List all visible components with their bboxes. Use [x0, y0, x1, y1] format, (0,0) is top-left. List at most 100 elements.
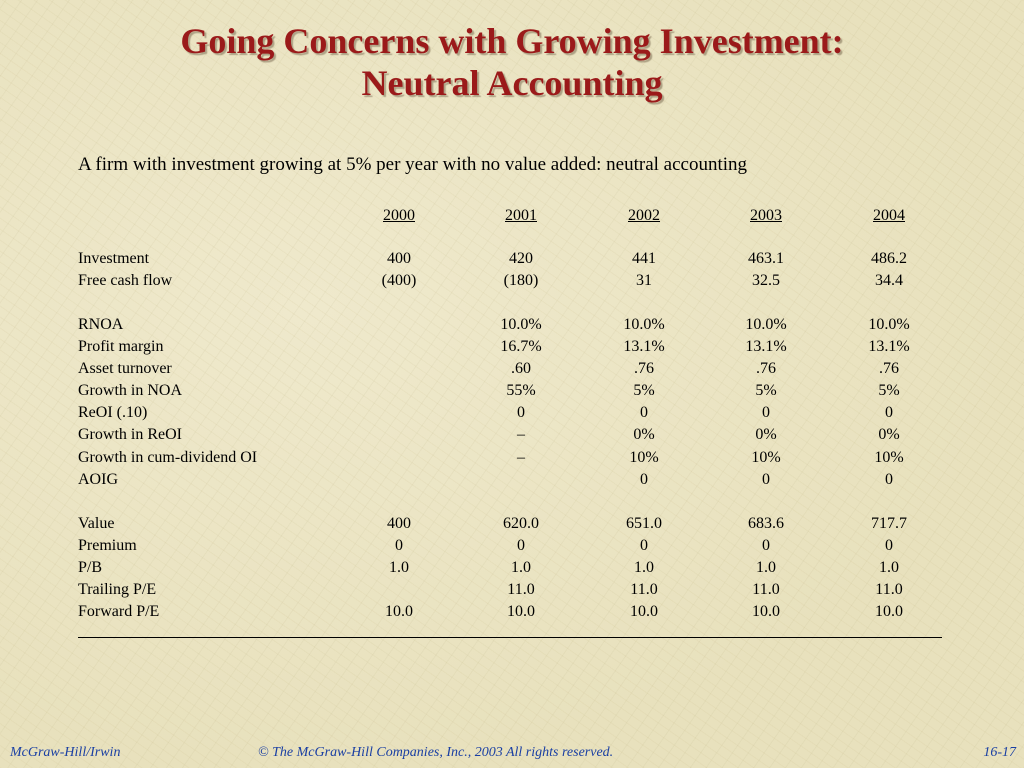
slide-title-line-2: Neutral Accounting — [361, 63, 663, 103]
year-header: 2000 — [383, 207, 415, 224]
footer-copyright: © The McGraw-Hill Companies, Inc., 2003 … — [258, 745, 614, 760]
table-row: Forward P/E 10.0 10.0 10.0 10.0 10.0 — [0, 603, 1024, 625]
table-cell: 0% — [633, 426, 655, 443]
table-cell: 10% — [629, 449, 659, 466]
table-row: ReOI (.10) 0 0 0 0 — [0, 404, 1024, 426]
table-cell: 0 — [395, 537, 403, 554]
footer-publisher: McGraw-Hill/Irwin — [10, 745, 121, 760]
row-label: ReOI (.10) — [78, 404, 148, 421]
row-label: RNOA — [78, 316, 124, 333]
row-label: Growth in cum-dividend OI — [78, 449, 258, 466]
table-cell: 5% — [633, 382, 655, 399]
table-row: Growth in NOA 55% 5% 5% 5% — [0, 382, 1024, 404]
table-cell: 0 — [517, 537, 525, 554]
table-row: Value 400 620.0 651.0 683.6 717.7 — [0, 515, 1024, 537]
table-row: Asset turnover .60 .76 .76 .76 — [0, 360, 1024, 382]
table-row: AOIG 0 0 0 — [0, 471, 1024, 493]
table-cell: (400) — [381, 272, 417, 289]
table-cell: 34.4 — [875, 272, 903, 289]
table-cell: 420 — [509, 250, 533, 267]
slide-title-line-1: Going Concerns with Growing Investment: — [180, 21, 844, 61]
row-label: Profit margin — [78, 338, 164, 355]
table-cell: 1.0 — [634, 559, 654, 576]
table-cell: – — [517, 426, 525, 443]
table-cell: 0 — [640, 404, 648, 421]
table-cell: 683.6 — [748, 515, 784, 532]
footer-slide-number: 16-17 — [983, 745, 1016, 760]
table-header-row: 2000 2001 2002 2003 2004 — [0, 207, 1024, 229]
table-cell: 0 — [517, 404, 525, 421]
table-cell: 10.0% — [500, 316, 542, 333]
row-label: Value — [78, 515, 115, 532]
row-label: Growth in ReOI — [78, 426, 182, 443]
table-cell: .60 — [511, 360, 531, 377]
table-cell: 31 — [636, 272, 652, 289]
table-cell: 16.7% — [500, 338, 542, 355]
row-label: Asset turnover — [78, 360, 172, 377]
table-cell: 5% — [878, 382, 900, 399]
table-cell: 717.7 — [871, 515, 907, 532]
table-cell: 10% — [751, 449, 781, 466]
table-cell: 0% — [755, 426, 777, 443]
table-cell: 10.0% — [868, 316, 910, 333]
table-cell: 1.0 — [511, 559, 531, 576]
table-cell: 441 — [632, 250, 656, 267]
table-cell: 13.1% — [623, 338, 665, 355]
year-header: 2004 — [873, 207, 905, 224]
table-row: RNOA 10.0% 10.0% 10.0% 10.0% — [0, 316, 1024, 338]
table-row: Trailing P/E 11.0 11.0 11.0 11.0 — [0, 581, 1024, 603]
table-cell: 11.0 — [875, 581, 903, 598]
year-header: 2003 — [750, 207, 782, 224]
table-cell: .76 — [634, 360, 654, 377]
table-cell: 486.2 — [871, 250, 907, 267]
table-cell: 620.0 — [503, 515, 539, 532]
table-cell: 10.0 — [507, 603, 535, 620]
slide-subtitle: A firm with investment growing at 5% per… — [78, 154, 748, 175]
row-label: Trailing P/E — [78, 581, 157, 598]
table-cell: 13.1% — [868, 338, 910, 355]
row-label: Growth in NOA — [78, 382, 182, 399]
year-header: 2001 — [505, 207, 537, 224]
table-row: P/B 1.0 1.0 1.0 1.0 1.0 — [0, 559, 1024, 581]
table-cell: 1.0 — [389, 559, 409, 576]
table-cell: 13.1% — [745, 338, 787, 355]
table-cell: 1.0 — [879, 559, 899, 576]
table-cell: 400 — [387, 250, 411, 267]
table-cell: 10% — [874, 449, 904, 466]
table-row: Growth in cum-dividend OI – 10% 10% 10% — [0, 449, 1024, 471]
table-cell: 0 — [762, 537, 770, 554]
year-header: 2002 — [628, 207, 660, 224]
table-cell: – — [517, 449, 525, 466]
table-cell: 11.0 — [507, 581, 535, 598]
table-cell: 1.0 — [756, 559, 776, 576]
row-label: Free cash flow — [78, 272, 173, 289]
slide-title: Going Concerns with Growing Investment: … — [0, 20, 1024, 104]
table-row: Profit margin 16.7% 13.1% 13.1% 13.1% — [0, 338, 1024, 360]
table-row: Growth in ReOI – 0% 0% 0% — [0, 426, 1024, 448]
table-cell: 10.0 — [875, 603, 903, 620]
table-cell: 11.0 — [752, 581, 780, 598]
table-cell: 0 — [762, 471, 770, 488]
table-cell: 463.1 — [748, 250, 784, 267]
row-label: Investment — [78, 250, 150, 267]
table-cell: 10.0 — [385, 603, 413, 620]
table-row: Free cash flow (400) (180) 31 32.5 34.4 — [0, 272, 1024, 294]
table-cell: 10.0% — [623, 316, 665, 333]
table-cell: 5% — [755, 382, 777, 399]
row-label: Premium — [78, 537, 137, 554]
table-cell: 32.5 — [752, 272, 780, 289]
table-cell: 400 — [387, 515, 411, 532]
row-label: P/B — [78, 559, 103, 576]
row-label: Forward P/E — [78, 603, 160, 620]
table-cell: 0% — [878, 426, 900, 443]
table-cell: 10.0 — [752, 603, 780, 620]
table-cell: 0 — [762, 404, 770, 421]
table-cell: 55% — [506, 382, 536, 399]
table-cell: 0 — [640, 471, 648, 488]
table-bottom-rule — [78, 637, 942, 638]
table-cell: 10.0% — [745, 316, 787, 333]
table-cell: .76 — [756, 360, 776, 377]
table-cell: 0 — [885, 537, 893, 554]
table-cell: (180) — [503, 272, 539, 289]
table-cell: 651.0 — [626, 515, 662, 532]
